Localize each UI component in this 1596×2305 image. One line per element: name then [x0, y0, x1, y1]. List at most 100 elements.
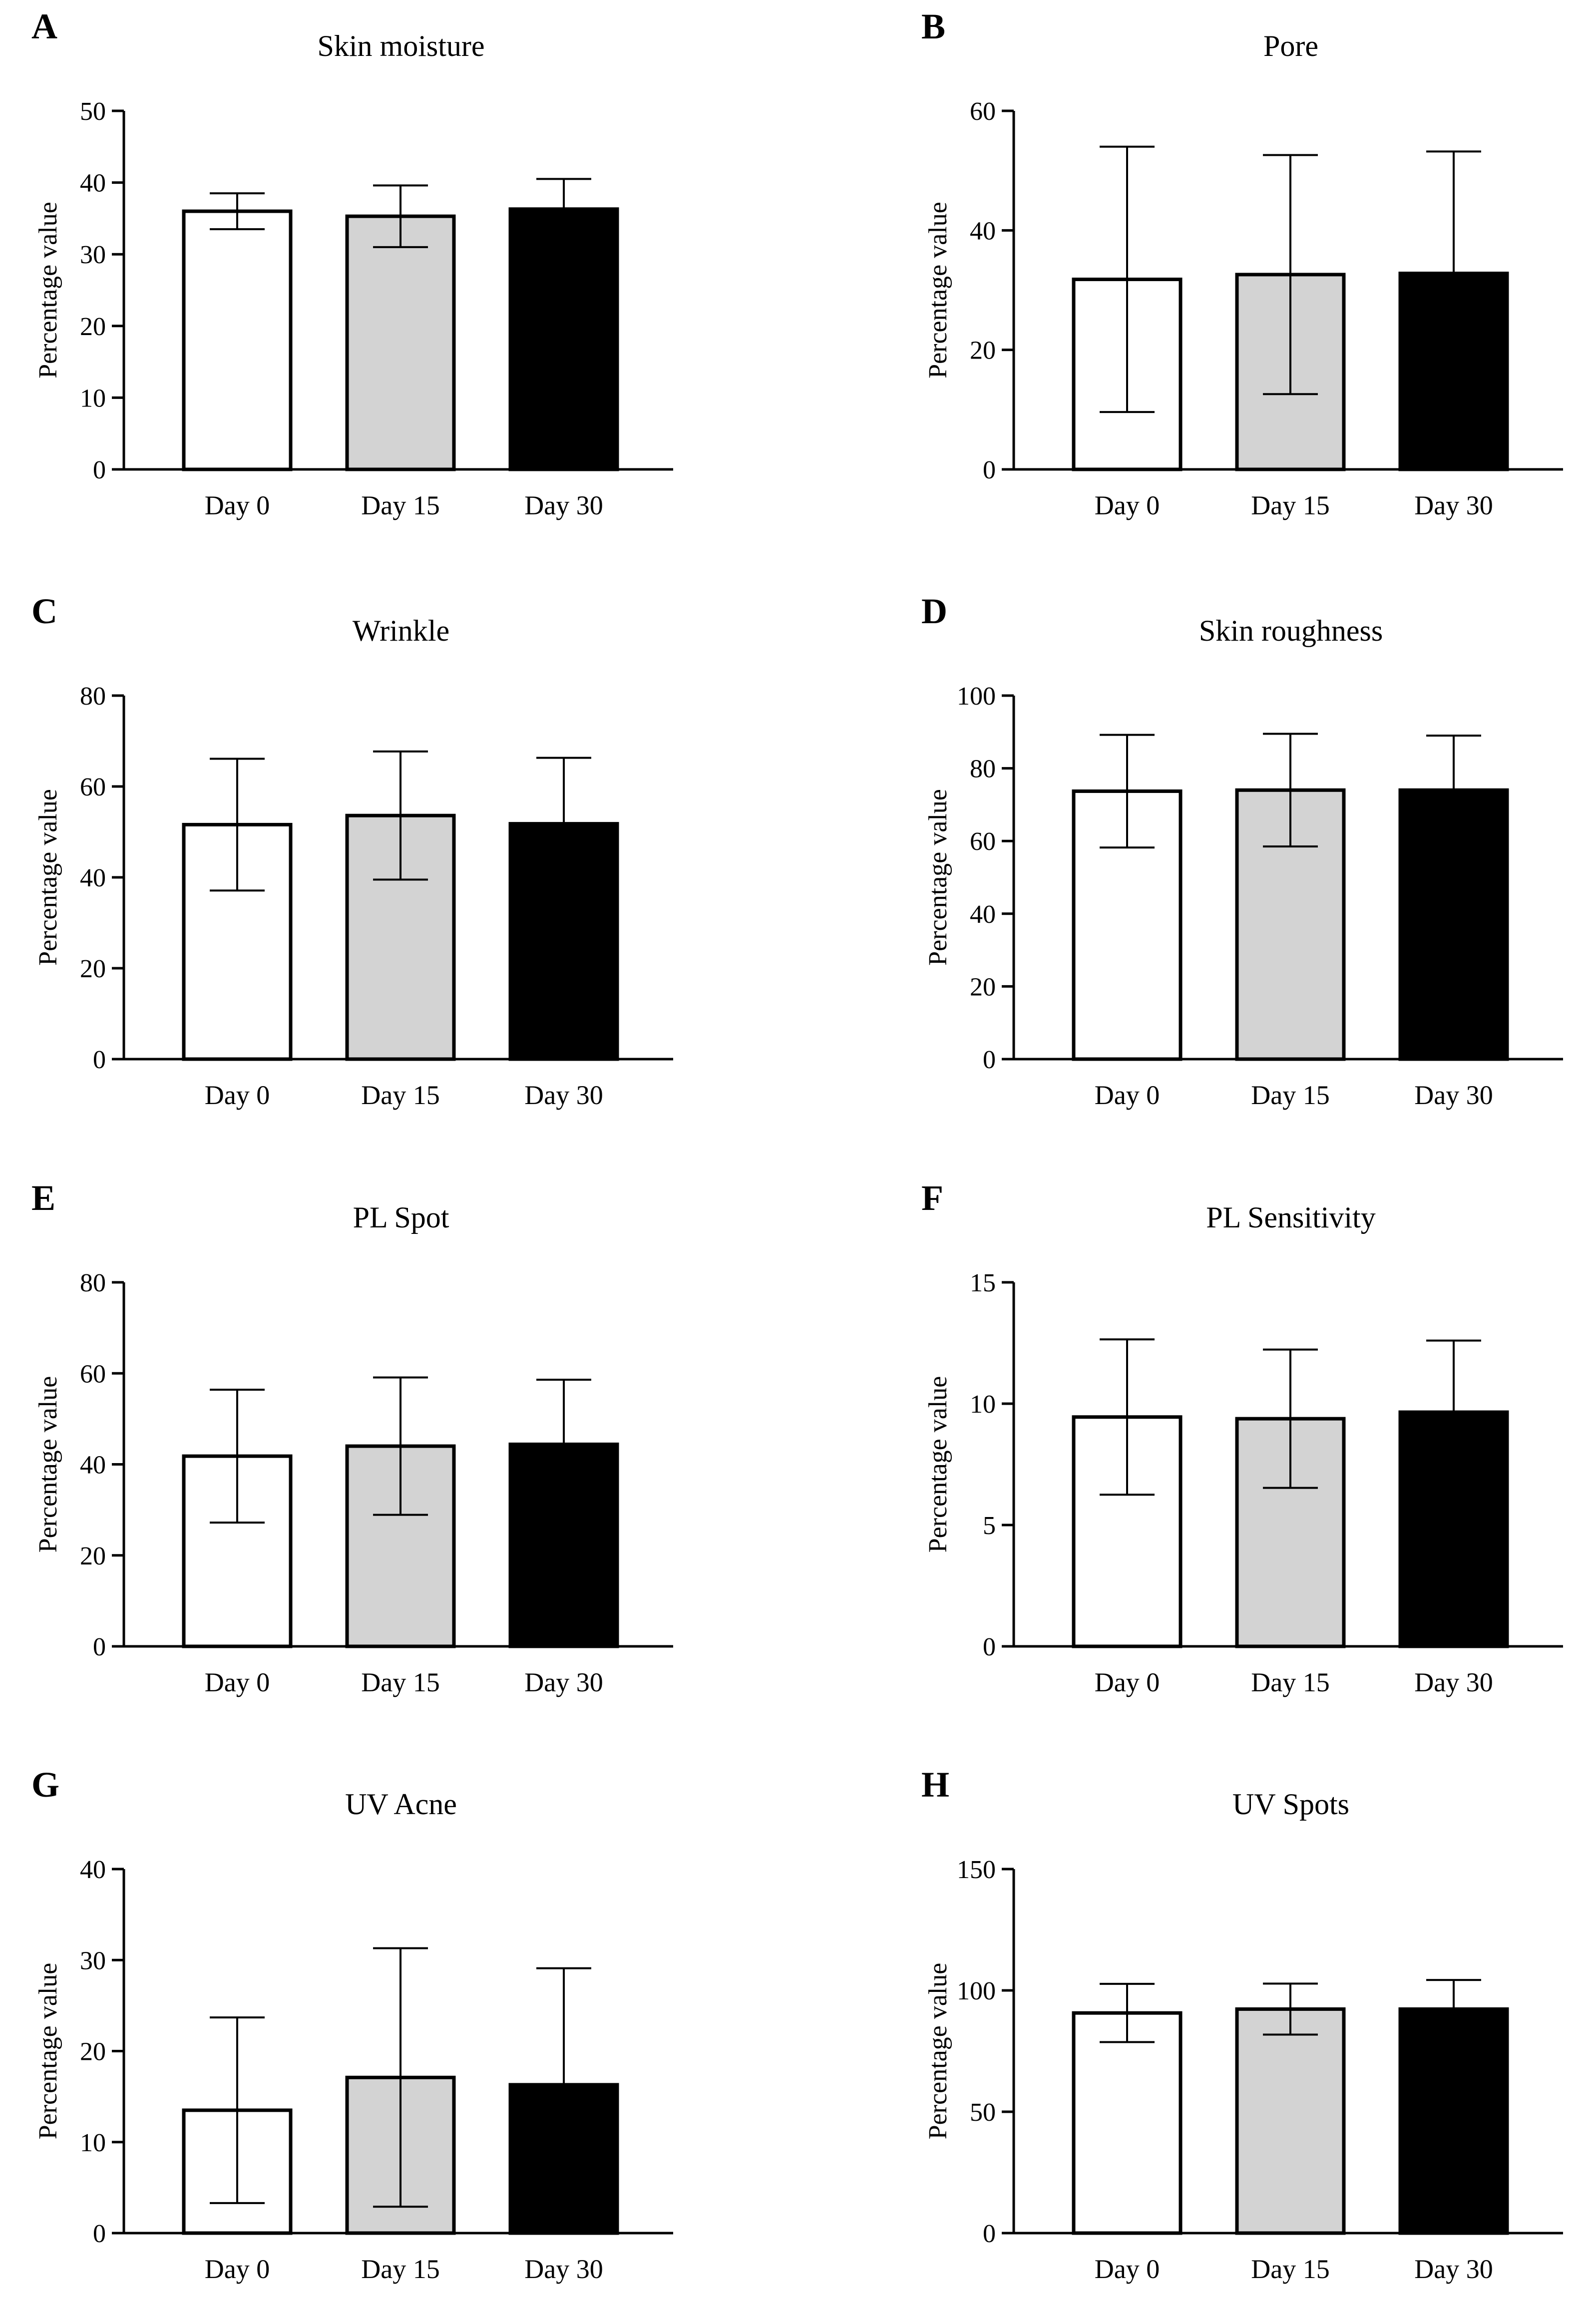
panel-b-category-label: Day 30: [1414, 490, 1493, 520]
panel-c-y-axis-title: Percentage value: [34, 789, 62, 966]
panel-b-y-tick-label: 0: [983, 456, 996, 484]
panel-b-y-tick-label: 20: [970, 337, 996, 365]
panel-d-letter: D: [921, 591, 947, 631]
panel-f-y-tick-label: 10: [970, 1390, 996, 1419]
panel-e-category-label: Day 15: [361, 1667, 439, 1697]
panel-h-y-tick-label: 150: [957, 1856, 996, 1884]
panel-b-letter: B: [921, 6, 945, 46]
panel-d-y-tick-label: 100: [957, 682, 996, 711]
panel-e-title: PL Spot: [353, 1201, 449, 1234]
panel-g-category-label: Day 15: [361, 2254, 439, 2284]
panel-a-y-tick-label: 40: [80, 169, 106, 198]
panel-f-y-tick-label: 0: [983, 1633, 996, 1661]
panel-a-y-tick-label: 20: [80, 313, 106, 341]
panel-a-title: Skin moisture: [317, 29, 484, 62]
panel-h-y-tick-label: 50: [970, 2098, 996, 2127]
panel-b-y-tick-label: 40: [970, 217, 996, 245]
panel-a: A Skin moisture Percentage value Day 0 Day 1…: [31, 6, 673, 520]
panel-e-y-tick-label: 60: [80, 1360, 106, 1388]
panel-f-category-label: Day 15: [1251, 1667, 1329, 1697]
panel-d-category-label: Day 0: [1095, 1080, 1160, 1110]
panel-g-category-label: Day 30: [524, 2254, 603, 2284]
panel-g-letter: G: [31, 1765, 59, 1805]
panel-c-title: Wrinkle: [353, 614, 449, 647]
panel-g-y-tick-label: 30: [80, 1946, 106, 1975]
panel-e-y-tick-label: 0: [93, 1633, 106, 1661]
panel-c-category-label: Day 30: [524, 1080, 603, 1110]
panel-a-bar-3: [508, 207, 619, 471]
panel-b-y-axis-title: Percentage value: [924, 202, 952, 379]
panel-e-y-tick-label: 80: [80, 1269, 106, 1297]
panel-f-y-tick-label: 5: [983, 1512, 996, 1540]
panel-h-category-label: Day 15: [1251, 2254, 1329, 2284]
panel-c-category-label: Day 0: [205, 1080, 270, 1110]
panel-h-bar-2: [1235, 2007, 1346, 2235]
panel-a-category-label: Day 15: [361, 490, 439, 520]
panel-f-y-axis-title: Percentage value: [924, 1376, 952, 1553]
panel-g-y-tick-label: 0: [93, 2220, 106, 2248]
panel-e-letter: E: [31, 1178, 55, 1218]
panel-e-y-tick-label: 40: [80, 1451, 106, 1480]
panel-c-y-tick-label: 80: [80, 682, 106, 711]
panel-h-letter: H: [921, 1765, 949, 1805]
panel-a-letter: A: [31, 6, 57, 46]
panel-d-y-tick-label: 40: [970, 900, 996, 929]
panel-b-category-label: Day 15: [1251, 490, 1329, 520]
panel-c-category-label: Day 15: [361, 1080, 439, 1110]
panel-b-y-tick-label: 60: [970, 97, 996, 126]
panel-e-category-label: Day 30: [524, 1667, 603, 1697]
panel-a-y-tick-label: 50: [80, 97, 106, 126]
panel-f-title: PL Sensitivity: [1206, 1201, 1376, 1234]
panel-b-title: Pore: [1263, 29, 1318, 62]
panel-d-y-tick-label: 20: [970, 973, 996, 1001]
panel-e: E PL Spot Percentage value Day 0 Day 15 Day 3…: [31, 1178, 673, 1697]
panel-a-bar-2: [345, 214, 456, 471]
panel-d-category-label: Day 15: [1251, 1080, 1329, 1110]
panel-c: C Wrinkle Percentage value Day 0 Day 15 Day 3…: [31, 591, 673, 1110]
panel-d-y-tick-label: 0: [983, 1046, 996, 1074]
panel-h-y-tick-label: 100: [957, 1977, 996, 2005]
panel-c-y-tick-label: 40: [80, 864, 106, 892]
panel-g-y-tick-label: 10: [80, 2129, 106, 2157]
panel-h-title: UV Spots: [1232, 1788, 1349, 1821]
panel-c-y-tick-label: 0: [93, 1046, 106, 1074]
panel-a-y-axis-title: Percentage value: [34, 202, 62, 379]
panel-c-y-tick-label: 60: [80, 773, 106, 801]
panel-d: D Skin roughness Percentage value Day 0 Day …: [921, 591, 1563, 1110]
panel-g-category-label: Day 0: [205, 2254, 270, 2284]
panel-h-y-axis-title: Percentage value: [924, 1963, 952, 2140]
panel-c-y-tick-label: 20: [80, 955, 106, 983]
panel-g: G UV Acne Percentage value Day 0 Day 15 Day 3…: [31, 1765, 673, 2284]
panel-d-title: Skin roughness: [1199, 614, 1383, 647]
panel-f-category-label: Day 0: [1095, 1667, 1160, 1697]
panel-f: F PL Sensitivity Percentage value Day 0 Day …: [921, 1178, 1563, 1697]
panel-d-y-tick-label: 80: [970, 755, 996, 783]
panel-h-category-label: Day 30: [1414, 2254, 1493, 2284]
panel-c-letter: C: [31, 591, 57, 631]
panel-h-bar-1: [1072, 2011, 1183, 2235]
panel-e-category-label: Day 0: [205, 1667, 270, 1697]
panel-h-category-label: Day 0: [1095, 2254, 1160, 2284]
panel-a-category-label: Day 30: [524, 490, 603, 520]
panel-g-y-tick-label: 40: [80, 1856, 106, 1884]
panel-f-letter: F: [921, 1178, 943, 1218]
panel-g-y-tick-label: 20: [80, 2038, 106, 2066]
panel-d-y-tick-label: 60: [970, 827, 996, 856]
panel-b: B Pore Percentage value Day 0 Day 15 Day 30 0 2…: [921, 6, 1563, 520]
panel-e-y-tick-label: 20: [80, 1542, 106, 1570]
panel-d-category-label: Day 30: [1414, 1080, 1493, 1110]
panel-a-y-tick-label: 0: [93, 456, 106, 484]
panel-e-y-axis-title: Percentage value: [34, 1376, 62, 1553]
panel-d-y-axis-title: Percentage value: [924, 789, 952, 966]
panel-a-category-label: Day 0: [205, 490, 270, 520]
panel-b-category-label: Day 0: [1095, 490, 1160, 520]
panel-g-title: UV Acne: [345, 1788, 457, 1821]
panel-h-bar-3: [1398, 2007, 1509, 2235]
panel-a-bar-1: [182, 209, 293, 471]
panel-a-y-tick-label: 30: [80, 241, 106, 269]
panel-a-y-tick-label: 10: [80, 384, 106, 412]
panel-g-y-axis-title: Percentage value: [34, 1963, 62, 2140]
panel-h-y-tick-label: 0: [983, 2220, 996, 2248]
panel-f-category-label: Day 30: [1414, 1667, 1493, 1697]
